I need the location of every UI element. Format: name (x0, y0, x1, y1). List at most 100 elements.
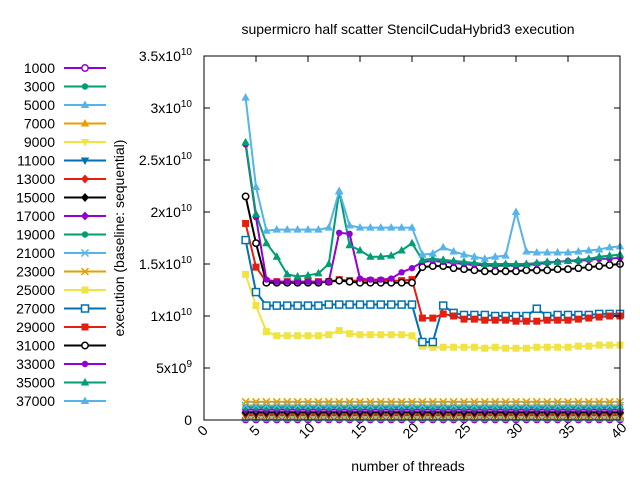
legend-label: 1000 (24, 60, 55, 76)
legend-label: 3000 (24, 79, 55, 95)
data-point (470, 252, 479, 260)
legend-item-25000: 25000 (16, 282, 106, 298)
data-point (241, 192, 250, 201)
data-point (501, 267, 510, 276)
data-point (450, 343, 458, 351)
data-point (252, 263, 260, 271)
data-point (563, 256, 573, 264)
legend-item-11000: 11000 (17, 153, 106, 169)
legend-item-21000: 21000 (16, 245, 106, 261)
legend-label: 35000 (16, 375, 55, 391)
data-point (314, 332, 322, 340)
data-point (471, 404, 478, 411)
data-point (429, 314, 437, 322)
data-point (346, 230, 353, 238)
data-point (440, 404, 447, 411)
data-point (273, 332, 281, 340)
data-point (251, 182, 261, 191)
legend-item-3000: 3000 (24, 79, 106, 95)
data-point (293, 301, 302, 310)
data-point (377, 331, 385, 339)
data-point (304, 278, 312, 285)
data-point (418, 314, 426, 322)
data-point (242, 404, 249, 411)
series-points-19000 (242, 404, 624, 411)
data-point (335, 397, 344, 406)
legend-marker (80, 267, 90, 276)
data-point (532, 397, 541, 406)
data-point (376, 300, 386, 309)
data-point (293, 225, 302, 233)
data-point (303, 225, 313, 233)
y-tick-label: 1.5x1010 (139, 255, 193, 272)
data-point (376, 252, 385, 260)
data-point (511, 259, 521, 267)
data-point (356, 404, 364, 411)
series-points-37000 (241, 93, 625, 262)
data-point (481, 344, 489, 352)
data-point (376, 397, 385, 406)
data-point (386, 300, 396, 309)
data-point (470, 343, 478, 351)
data-point (263, 404, 270, 411)
legend-marker (80, 248, 90, 258)
data-point (303, 270, 313, 279)
y-tick-label: 2.5x1010 (139, 151, 193, 168)
legend-label: 27000 (16, 301, 55, 317)
data-point (428, 337, 438, 347)
data-point (481, 404, 488, 411)
legend-marker (81, 360, 89, 368)
data-point (346, 404, 353, 411)
legend-label: 7000 (24, 116, 55, 132)
data-point (241, 93, 250, 101)
data-point (459, 250, 469, 258)
legend-marker (81, 323, 89, 331)
legend-item-27000: 27000 (16, 301, 106, 317)
data-point (241, 137, 250, 146)
data-point (595, 244, 604, 253)
data-point (408, 332, 416, 340)
data-point (315, 404, 322, 411)
data-point (543, 266, 552, 275)
legend-item-5000: 5000 (24, 97, 106, 113)
y-tick-label: 2x1010 (151, 203, 193, 220)
data-point (574, 255, 583, 263)
data-point (605, 242, 614, 251)
data-point (314, 268, 323, 277)
data-point (345, 397, 354, 406)
x-axis: 0 5 10 15 20 25 30 35 40 (194, 56, 630, 442)
data-point (294, 404, 301, 411)
data-point (574, 264, 583, 273)
data-point (564, 343, 572, 351)
legend-marker (80, 396, 90, 404)
data-point (543, 397, 552, 406)
data-point (533, 317, 541, 325)
y-tick-label: 0 (184, 412, 192, 428)
legend-marker (81, 341, 89, 350)
data-point (272, 397, 281, 406)
data-point (460, 404, 468, 411)
x-tick-label: 5 (246, 422, 263, 439)
data-point (544, 404, 551, 411)
data-point (388, 404, 395, 411)
data-point (419, 404, 426, 411)
data-point (377, 276, 384, 283)
data-point (293, 397, 302, 406)
data-point (543, 257, 552, 265)
data-point (522, 317, 530, 325)
data-point (336, 404, 343, 411)
data-point (512, 404, 520, 411)
data-point (345, 240, 354, 249)
legend: 1000 3000 5000 7000 9000 11000 13000 15000 17000… (16, 60, 106, 409)
data-point (397, 397, 406, 406)
legend-item-17000: 17000 (16, 208, 106, 224)
data-point (262, 226, 271, 234)
legend-item-31000: 31000 (16, 338, 106, 354)
data-point (532, 248, 541, 256)
legend-item-35000: 35000 (16, 375, 106, 391)
legend-label: 5000 (24, 97, 55, 113)
legend-marker (80, 157, 90, 165)
legend-label: 33000 (16, 356, 55, 372)
data-point (387, 251, 396, 259)
data-point (294, 278, 301, 285)
